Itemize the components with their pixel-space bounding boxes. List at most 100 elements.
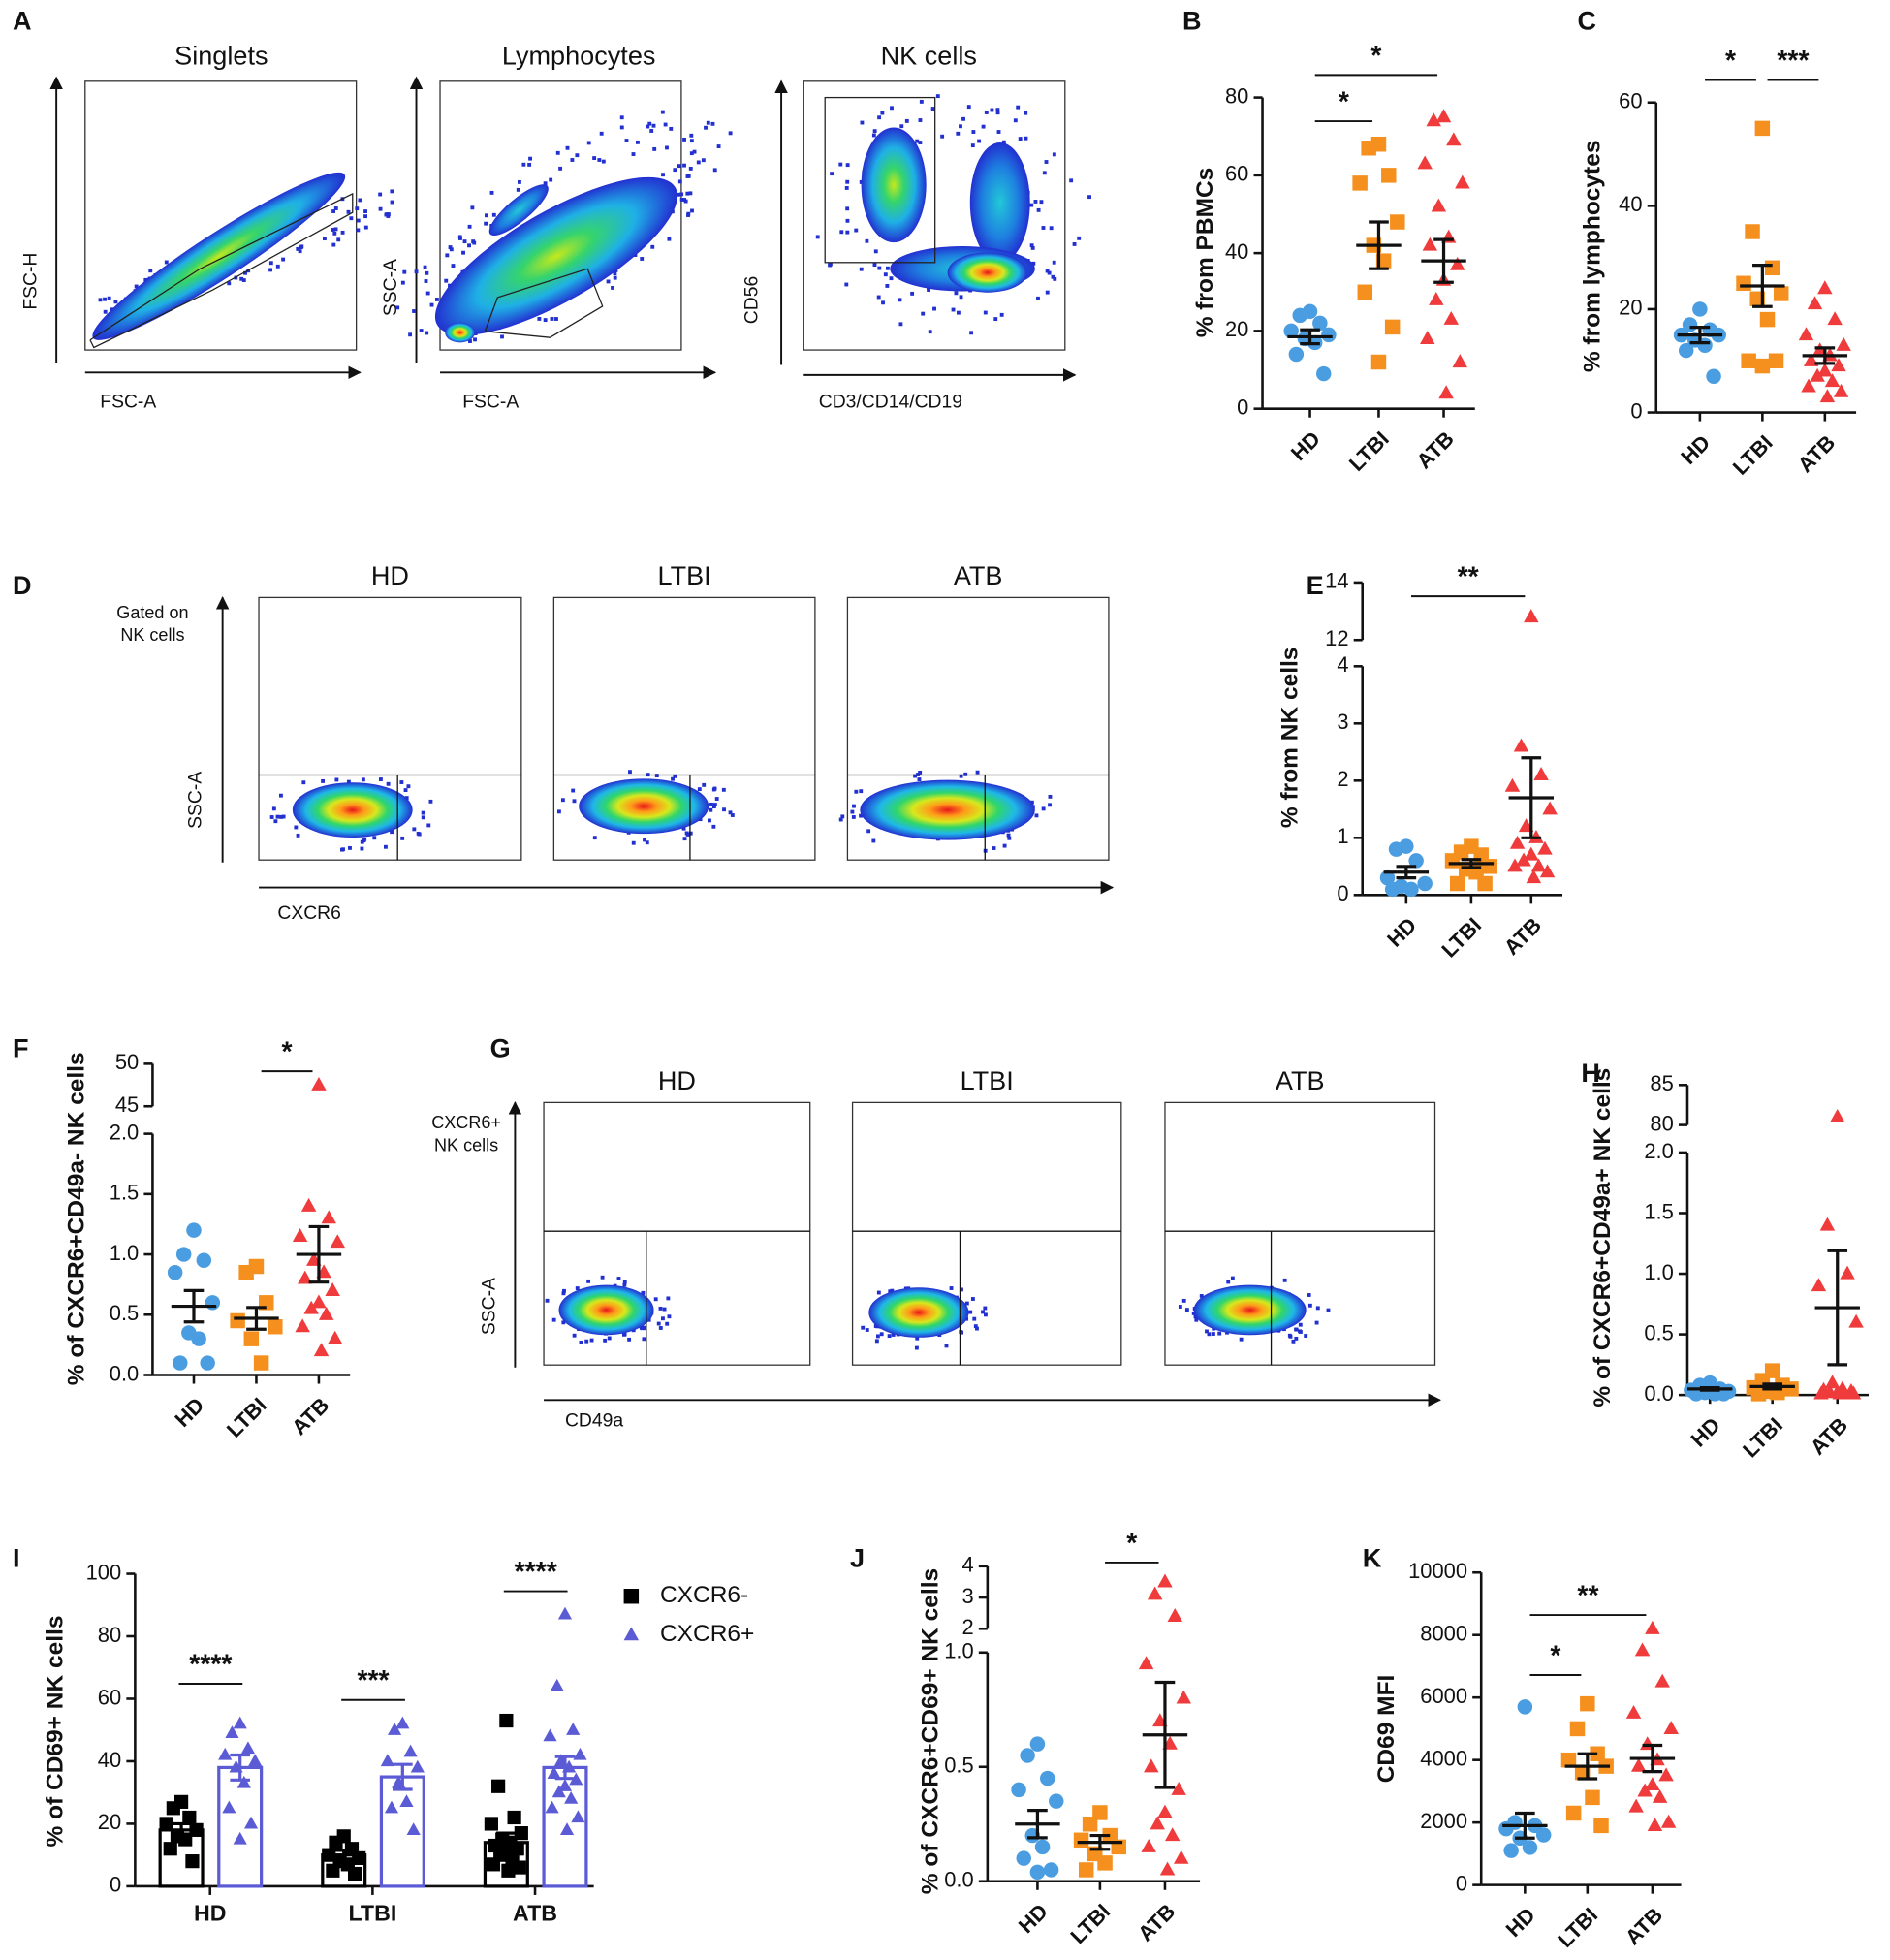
event-dot	[898, 322, 903, 327]
data-point	[1498, 1820, 1514, 1837]
data-point	[1097, 1855, 1113, 1871]
event-dot	[850, 809, 855, 814]
event-dot	[1184, 1308, 1189, 1312]
y-tick-label: 4000	[1420, 1746, 1467, 1770]
data-point	[1811, 1278, 1827, 1292]
event-dot	[665, 145, 669, 150]
event-dot	[444, 278, 449, 283]
data-point	[1408, 853, 1424, 869]
plot-title: Lymphocytes	[502, 40, 656, 70]
event-dot	[983, 310, 988, 315]
event-dot	[851, 815, 856, 819]
event-dot	[561, 1291, 566, 1296]
plot-title: ATB	[1276, 1065, 1325, 1095]
data-point	[501, 1863, 516, 1878]
plot-title: LTBI	[961, 1065, 1014, 1095]
event-dot	[1326, 1308, 1331, 1312]
y-axis-label: SSC-A	[185, 772, 206, 829]
event-dot	[838, 162, 843, 167]
data-point	[1417, 155, 1433, 170]
event-dot	[549, 177, 553, 182]
data-point	[543, 1728, 557, 1742]
event-dot	[995, 108, 1000, 112]
event-dot	[872, 129, 877, 134]
data-point	[1513, 738, 1529, 752]
data-point	[1736, 275, 1751, 292]
significance-label: ***	[357, 1665, 390, 1696]
event-dot	[984, 111, 989, 114]
event-dot	[268, 268, 272, 272]
y-axis-label: FSC-H	[19, 253, 41, 310]
y-axis-label: CD56	[741, 276, 763, 324]
event-dot	[1036, 296, 1040, 300]
event-dot	[930, 107, 935, 111]
event-dot	[1036, 207, 1041, 212]
event-dot	[340, 230, 345, 235]
event-dot	[660, 110, 665, 114]
legend-label: CXCR6+	[660, 1621, 754, 1647]
event-dot	[1016, 105, 1021, 110]
event-dot	[970, 1297, 975, 1301]
event-dot	[419, 329, 424, 332]
event-dot	[968, 1310, 973, 1314]
event-dot	[268, 261, 273, 266]
event-dot	[721, 787, 726, 792]
event-dot	[485, 213, 488, 218]
data-point	[218, 1747, 233, 1760]
event-dot	[378, 777, 383, 781]
event-dot	[1207, 1332, 1212, 1337]
data-point	[200, 1355, 215, 1371]
y-tick-label: 40	[98, 1748, 121, 1772]
event-dot	[658, 1326, 663, 1330]
event-dot	[148, 269, 153, 273]
plot-title: HD	[371, 560, 409, 590]
data-point	[1580, 1695, 1595, 1712]
data-point	[1524, 846, 1539, 861]
event-dot	[1199, 1294, 1204, 1298]
event-dot	[711, 824, 716, 829]
y-tick-label: 2000	[1420, 1809, 1467, 1833]
data-point	[1822, 1384, 1838, 1399]
event-dot	[642, 1337, 646, 1342]
event-dot	[448, 245, 453, 250]
event-dot	[990, 108, 994, 112]
y-axis-label: % from NK cells	[1277, 648, 1304, 829]
event-dot	[830, 172, 835, 176]
plot-frame	[84, 80, 358, 351]
event-dot	[667, 237, 672, 241]
density	[868, 1287, 969, 1338]
significance-label: **	[1577, 1581, 1599, 1612]
data-point	[1773, 286, 1789, 301]
event-dot	[462, 239, 467, 244]
event-dot	[1178, 1305, 1182, 1309]
x-tick-label: LTBI	[1553, 1903, 1602, 1952]
event-dot	[677, 192, 680, 197]
event-dot	[543, 181, 548, 186]
data-point	[1157, 1804, 1173, 1818]
data-point	[569, 1772, 583, 1786]
event-dot	[484, 221, 488, 226]
x-tick-label: LTBI	[1344, 427, 1394, 476]
y-tick-label: 0	[1337, 881, 1348, 905]
event-dot	[592, 836, 597, 840]
event-dot	[679, 192, 684, 197]
event-dot	[400, 836, 405, 840]
data-point	[1288, 346, 1305, 363]
data-point	[1361, 141, 1376, 156]
event-dot	[661, 173, 665, 177]
data-point	[550, 1678, 564, 1691]
density	[434, 176, 677, 335]
data-point	[1482, 859, 1497, 874]
event-dot	[390, 189, 394, 194]
y-tick-label: 1.0	[1644, 1260, 1673, 1284]
event-dot	[880, 111, 885, 115]
event-dot	[1072, 242, 1077, 246]
event-dot	[973, 1324, 978, 1329]
event-dot	[631, 152, 636, 156]
event-dot	[688, 831, 693, 836]
gate-note: NK cells	[434, 1135, 498, 1154]
event-dot	[527, 162, 532, 167]
event-dot	[845, 163, 850, 168]
data-point	[1011, 1782, 1026, 1798]
event-dot	[429, 302, 434, 307]
